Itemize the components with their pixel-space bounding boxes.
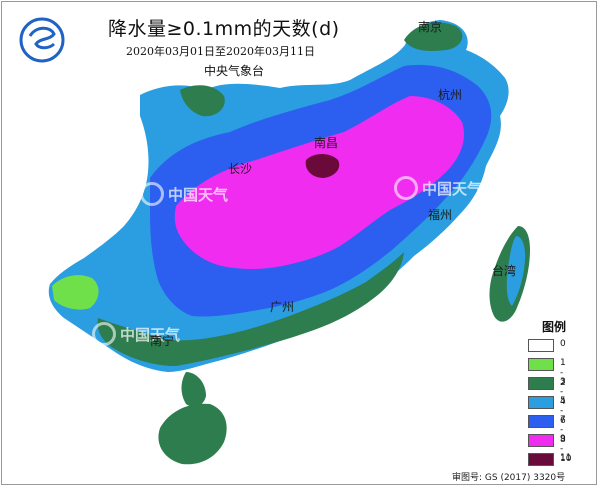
legend-item-6: 11 — [524, 452, 571, 468]
legend-label: 7 - 8 — [560, 415, 566, 445]
legend-swatch — [528, 396, 554, 409]
legend-swatch — [528, 415, 554, 428]
city-label-nanning: 南宁 — [150, 334, 175, 348]
region-3-4-east — [404, 22, 463, 51]
legend-label: 5 - 6 — [560, 396, 566, 426]
legend-item-4: 7 - 8 — [524, 414, 566, 445]
region-9-10 — [174, 96, 465, 269]
legend-item-5: 9 - 10 — [524, 433, 571, 464]
date-range: 2020年03月01日至2020年03月11日 — [126, 45, 315, 58]
legend-item-3: 5 - 6 — [524, 395, 566, 426]
issuer-name: 中央气象台 — [204, 64, 265, 78]
city-label-guangzhou: 广州 — [270, 300, 295, 314]
legend-swatch — [528, 453, 554, 466]
region-3-4-north — [180, 85, 225, 117]
legend-title: 图例 — [542, 320, 567, 334]
legend-swatch — [528, 434, 554, 447]
legend-swatch — [528, 377, 554, 390]
cma-logo-swirl — [28, 26, 56, 50]
hainan-island — [158, 403, 227, 465]
legend-swatch — [528, 358, 554, 371]
city-label-changsha: 长沙 — [228, 162, 253, 176]
city-label-fuzhou: 福州 — [428, 208, 453, 222]
city-label-nanchang: 南昌 — [314, 136, 339, 150]
legend-item-1: 1 - 2 — [524, 357, 566, 388]
watermark-text: 中国天气 — [120, 326, 181, 344]
watermark-text: 中国天气 — [168, 186, 229, 204]
taiwan-east — [506, 236, 526, 306]
legend-label: 11 — [560, 453, 572, 463]
leizhou-peninsula — [181, 372, 206, 407]
region-1-2 — [52, 275, 99, 310]
watermark-text: 中国天气 — [392, 324, 453, 342]
watermark-logo-icon — [394, 176, 418, 200]
legend-item-2: 3 - 4 — [524, 376, 566, 407]
city-label-hangzhou: 杭州 — [438, 88, 463, 102]
watermark-logo-icon — [140, 182, 164, 206]
region-11 — [305, 154, 340, 178]
legend-item-0: 0 — [524, 338, 566, 354]
watermark-logo-icon — [364, 320, 388, 344]
legend-label: 1 - 2 — [560, 358, 566, 388]
legend-swatch — [528, 339, 554, 352]
region-3-4-south — [97, 252, 404, 366]
city-label-nanjing: 南京 — [418, 20, 443, 34]
legend-label: 9 - 10 — [560, 434, 572, 464]
map-title: 降水量≥0.1mm的天数(d) — [108, 18, 340, 40]
legend-label: 0 — [560, 339, 566, 349]
city-label-taiwan: 台湾 — [492, 264, 517, 278]
watermark-text: 中国天气 — [422, 180, 483, 198]
approval-number: 审图号: GS (2017) 3320号 — [452, 473, 566, 483]
watermark-logo-icon — [92, 322, 116, 346]
legend-label: 3 - 4 — [560, 377, 566, 407]
legend: 图例 0 1 - 2 3 - 4 5 - 6 7 - 8 9 - 10 11 — [524, 318, 571, 471]
